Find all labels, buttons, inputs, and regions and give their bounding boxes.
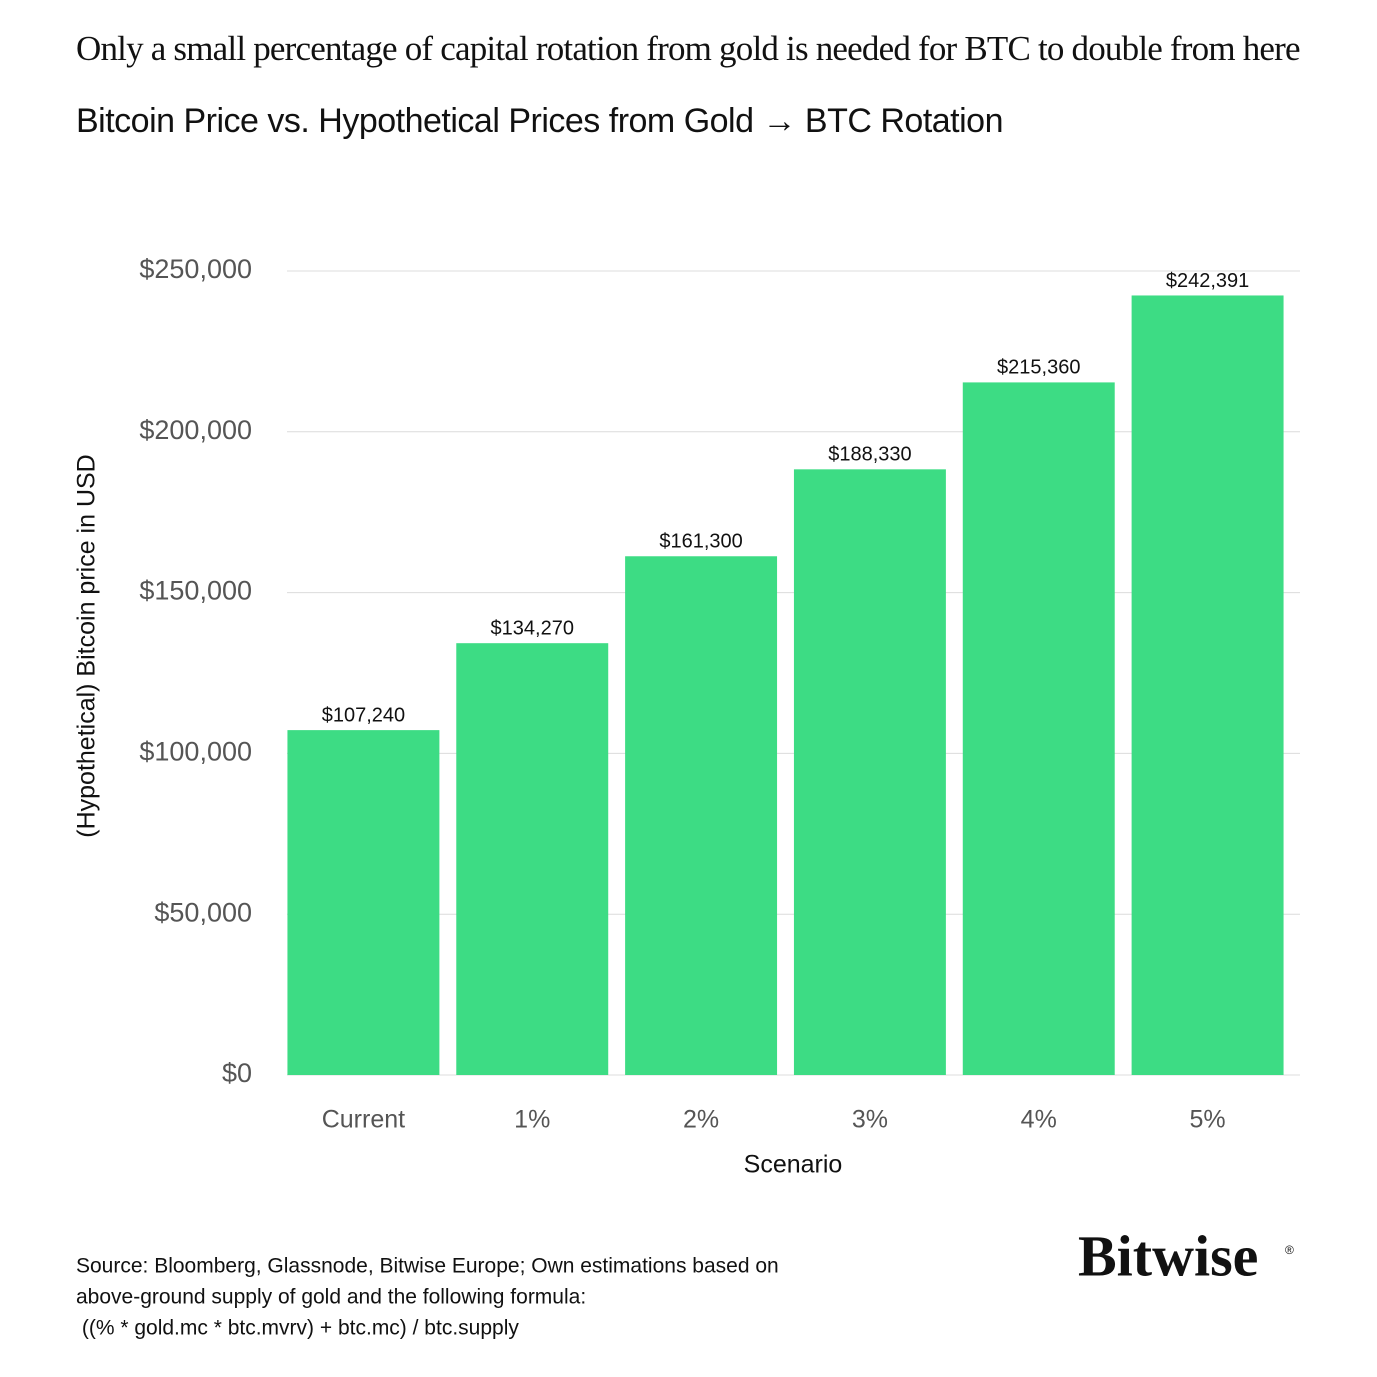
x-tick-label: Current — [322, 1106, 405, 1134]
y-tick-label: $50,000 — [154, 897, 252, 927]
headline: Only a small percentage of capital rotat… — [76, 29, 1300, 68]
source-line: ((% * gold.mc * btc.mvrv) + btc.mc) / bt… — [76, 1317, 519, 1340]
y-axis-label: (Hypothetical) Bitcoin price in USD — [73, 454, 101, 837]
bar — [1131, 295, 1284, 1075]
value-label: $242,391 — [1166, 270, 1249, 292]
bar — [962, 382, 1115, 1076]
y-tick-label: $0 — [222, 1058, 252, 1088]
bar — [456, 643, 609, 1075]
x-tick-label: 2% — [683, 1106, 719, 1134]
bar — [625, 556, 778, 1075]
bar — [793, 469, 946, 1076]
x-tick-label: 1% — [514, 1106, 550, 1134]
bar — [287, 730, 440, 1075]
x-axis-label: Scenario — [744, 1151, 843, 1179]
x-tick-label: 5% — [1190, 1106, 1226, 1134]
y-tick-label: $200,000 — [139, 415, 252, 445]
y-tick-label: $250,000 — [139, 254, 252, 284]
value-label: $215,360 — [997, 357, 1080, 379]
x-tick-label: 4% — [1021, 1106, 1057, 1134]
value-label: $188,330 — [828, 444, 911, 466]
y-tick-label: $100,000 — [139, 737, 252, 767]
chart-title: Bitcoin Price vs. Hypothetical Prices fr… — [76, 102, 1003, 140]
source-line: Source: Bloomberg, Glassnode, Bitwise Eu… — [76, 1255, 779, 1278]
source-line: above-ground supply of gold and the foll… — [76, 1286, 586, 1309]
value-label: $107,240 — [322, 704, 405, 726]
x-tick-label: 3% — [852, 1106, 888, 1134]
value-label: $161,300 — [659, 531, 742, 553]
logo: Bitwise — [1078, 1223, 1258, 1288]
logo-mark: ® — [1285, 1243, 1294, 1257]
y-tick-label: $150,000 — [139, 576, 252, 606]
value-label: $134,270 — [491, 617, 574, 639]
